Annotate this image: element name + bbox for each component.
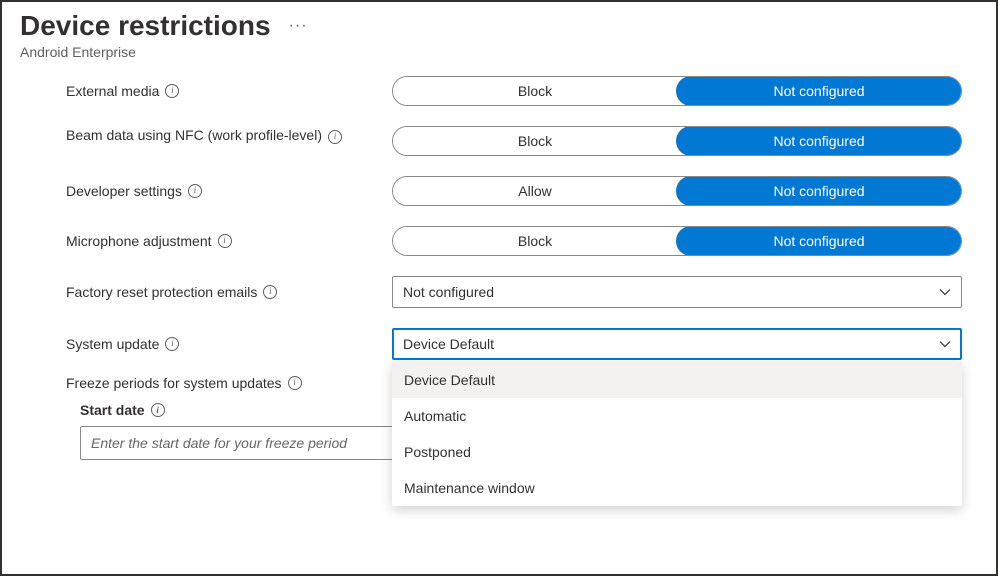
setting-label: External media — [66, 82, 159, 100]
start-date-label: Start date — [80, 402, 145, 418]
toggle-option-not-configured[interactable]: Not configured — [676, 76, 962, 106]
info-icon[interactable]: i — [188, 184, 202, 198]
settings-list: External media i Block Not configured Be… — [20, 76, 978, 460]
chevron-down-icon — [939, 338, 951, 350]
info-icon[interactable]: i — [263, 285, 277, 299]
info-icon[interactable]: i — [151, 403, 165, 417]
page-subtitle: Android Enterprise — [20, 44, 978, 60]
setting-row-beam-nfc: Beam data using NFC (work profile-level)… — [66, 126, 978, 156]
info-icon[interactable]: i — [218, 234, 232, 248]
setting-label: Developer settings — [66, 182, 182, 200]
dropdown-option-postponed[interactable]: Postponed — [392, 434, 962, 470]
toggle-option-block[interactable]: Block — [393, 77, 677, 105]
info-icon[interactable]: i — [288, 376, 302, 390]
toggle-option-not-configured[interactable]: Not configured — [676, 176, 962, 206]
toggle-option-not-configured[interactable]: Not configured — [676, 226, 962, 256]
dropdown-value: Device Default — [403, 336, 494, 352]
toggle-developer-settings[interactable]: Allow Not configured — [392, 176, 962, 206]
chevron-down-icon — [939, 286, 951, 298]
info-icon[interactable]: i — [328, 130, 342, 144]
dropdown-option-device-default[interactable]: Device Default — [392, 362, 962, 398]
toggle-option-not-configured[interactable]: Not configured — [676, 126, 962, 156]
dropdown-menu-system-update: Device Default Automatic Postponed Maint… — [392, 362, 962, 506]
info-icon[interactable]: i — [165, 84, 179, 98]
info-icon[interactable]: i — [165, 337, 179, 351]
toggle-option-block[interactable]: Block — [393, 127, 677, 155]
page-title: Device restrictions — [20, 10, 271, 42]
setting-row-external-media: External media i Block Not configured — [66, 76, 978, 106]
setting-row-system-update: System update i Device Default Device De… — [66, 328, 978, 360]
toggle-microphone-adjustment[interactable]: Block Not configured — [392, 226, 962, 256]
device-restrictions-page: Device restrictions ··· Android Enterpri… — [0, 0, 998, 576]
setting-label: Microphone adjustment — [66, 232, 212, 250]
setting-row-frp-emails: Factory reset protection emails i Not co… — [66, 276, 978, 308]
dropdown-frp-emails[interactable]: Not configured — [392, 276, 962, 308]
setting-row-developer-settings: Developer settings i Allow Not configure… — [66, 176, 978, 206]
dropdown-system-update[interactable]: Device Default — [392, 328, 962, 360]
toggle-beam-nfc[interactable]: Block Not configured — [392, 126, 962, 156]
setting-label: Freeze periods for system updates — [66, 374, 282, 392]
toggle-option-block[interactable]: Block — [393, 227, 677, 255]
toggle-external-media[interactable]: Block Not configured — [392, 76, 962, 106]
more-actions-button[interactable]: ··· — [289, 17, 308, 35]
dropdown-option-maintenance-window[interactable]: Maintenance window — [392, 470, 962, 506]
dropdown-value: Not configured — [403, 284, 494, 300]
toggle-option-allow[interactable]: Allow — [393, 177, 677, 205]
setting-label: Factory reset protection emails — [66, 283, 257, 301]
dropdown-option-automatic[interactable]: Automatic — [392, 398, 962, 434]
setting-label: System update — [66, 335, 159, 353]
setting-row-microphone-adjustment: Microphone adjustment i Block Not config… — [66, 226, 978, 256]
setting-label: Beam data using NFC (work profile-level) — [66, 126, 322, 144]
